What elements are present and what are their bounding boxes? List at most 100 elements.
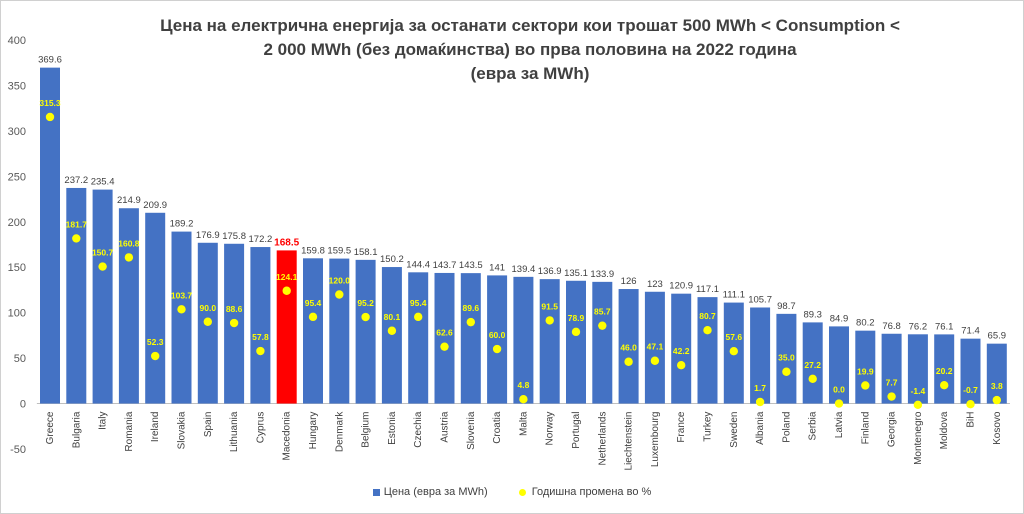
- bar-value-label: 76.1: [935, 321, 954, 332]
- change-value-label: 181.7: [66, 219, 88, 229]
- legend-swatch-price: [372, 488, 380, 496]
- change-value-label: 52.3: [147, 337, 164, 347]
- change-value-label: 95.4: [305, 298, 322, 308]
- change-value-label: 85.7: [594, 307, 611, 317]
- bar-value-label: 235.4: [91, 177, 115, 188]
- change-point-bulgaria: [72, 234, 81, 243]
- change-value-label: 103.7: [171, 290, 193, 300]
- change-value-label: 88.6: [226, 304, 243, 314]
- y-tick-label: 100: [8, 308, 26, 320]
- change-point-austria: [440, 342, 449, 351]
- chart-title-line-2: 2 000 MWh (без домаќинства) во прва поло…: [263, 40, 797, 59]
- change-value-label: 19.9: [857, 366, 874, 376]
- category-label: Malta: [518, 411, 529, 436]
- change-value-label: 0.0: [833, 385, 845, 395]
- change-point-portugal: [571, 327, 581, 337]
- bar-turkey: [697, 297, 718, 404]
- bar-value-label: 76.2: [909, 321, 928, 332]
- bar-value-label: 369.6: [38, 55, 62, 66]
- change-value-label: 3.8: [991, 381, 1003, 391]
- bar-value-label: 209.9: [143, 200, 167, 211]
- category-label: BiH: [966, 412, 977, 428]
- category-label: Montenegro: [913, 411, 924, 465]
- category-label: Czechia: [413, 411, 424, 448]
- bar-value-label: 139.4: [512, 264, 536, 275]
- y-tick-label: -50: [10, 444, 26, 456]
- bar-moldova: [934, 334, 955, 404]
- chart-title-line-1: Цена на електрична енергија за останати …: [160, 16, 900, 35]
- bar-value-label: 143.7: [433, 260, 457, 271]
- y-tick-label: 0: [20, 399, 26, 411]
- bar-romania: [118, 208, 139, 404]
- change-value-label: 160.8: [118, 238, 140, 248]
- bar-value-label: 175.8: [222, 231, 246, 242]
- bar-albania: [750, 307, 771, 404]
- change-point-sweden: [729, 347, 738, 356]
- change-point-turkey: [703, 326, 712, 335]
- bar-value-label: 168.5: [274, 237, 299, 248]
- bar-ireland: [145, 212, 166, 404]
- category-label: Slovenia: [466, 411, 477, 450]
- change-point-liechtenstein: [624, 357, 633, 366]
- change-value-label: 91.5: [541, 301, 558, 311]
- category-label: Netherlands: [597, 412, 608, 466]
- bar-value-label: 133.9: [590, 269, 614, 280]
- bar-kosovo: [986, 343, 1007, 404]
- change-value-label: 95.2: [357, 298, 374, 308]
- bar-georgia: [881, 333, 902, 404]
- category-label: Lithuania: [229, 411, 240, 452]
- bar-value-label: 98.7: [777, 301, 796, 312]
- category-label: Greece: [45, 411, 56, 444]
- bar-denmark: [329, 258, 350, 404]
- change-value-label: 47.1: [647, 342, 664, 352]
- change-point-malta: [519, 394, 528, 404]
- bar-hungary: [303, 258, 323, 404]
- y-tick-label: 300: [8, 126, 26, 138]
- category-label: Turkey: [703, 412, 714, 442]
- category-label: Norway: [545, 412, 556, 446]
- change-point-georgia: [887, 392, 896, 401]
- bar-value-label: 158.1: [354, 247, 378, 258]
- bar-value-label: 65.9: [988, 331, 1007, 342]
- bar-value-label: 71.4: [961, 326, 980, 337]
- change-point-ireland: [151, 351, 160, 361]
- change-value-label: -0.7: [963, 385, 978, 395]
- bar-greece: [40, 67, 60, 404]
- bar-luxembourg: [644, 291, 665, 404]
- change-value-label: 124.1: [276, 272, 298, 282]
- change-value-label: 90.0: [200, 303, 217, 313]
- change-value-label: 1.7: [754, 383, 766, 393]
- bar-estonia: [381, 267, 402, 404]
- category-label: Hungary: [308, 412, 319, 450]
- category-label: Finland: [860, 412, 871, 445]
- category-label: Luxembourg: [650, 412, 661, 468]
- bar-malta: [513, 276, 534, 404]
- category-label: Ireland: [150, 412, 161, 443]
- change-value-label: 150.7: [92, 248, 114, 258]
- bar-value-label: 76.8: [882, 321, 901, 332]
- bar-value-label: 120.9: [669, 281, 693, 292]
- change-point-denmark: [335, 290, 344, 299]
- change-value-label: 95.4: [410, 298, 427, 308]
- category-label: Romania: [124, 411, 135, 451]
- change-point-belgium: [361, 312, 370, 322]
- bar-value-label: 135.1: [564, 268, 588, 279]
- bar-serbia: [802, 322, 823, 404]
- change-point-norway: [545, 316, 554, 325]
- category-label: Cyprus: [255, 412, 266, 444]
- bar-value-label: 143.5: [459, 260, 483, 271]
- bar-croatia: [487, 275, 508, 404]
- bar-value-label: 141: [489, 262, 505, 273]
- change-point-moldova: [940, 380, 949, 390]
- y-tick-label: 150: [8, 262, 26, 274]
- bar-bulgaria: [66, 187, 87, 404]
- bar-latvia: [829, 326, 849, 404]
- bar-belgium: [355, 259, 376, 404]
- change-point-greece: [45, 112, 55, 122]
- change-point-france: [677, 361, 686, 370]
- chart-title-line-3: (евра за MWh): [470, 64, 590, 83]
- bar-value-label: 150.2: [380, 254, 404, 265]
- bar-finland: [855, 330, 876, 404]
